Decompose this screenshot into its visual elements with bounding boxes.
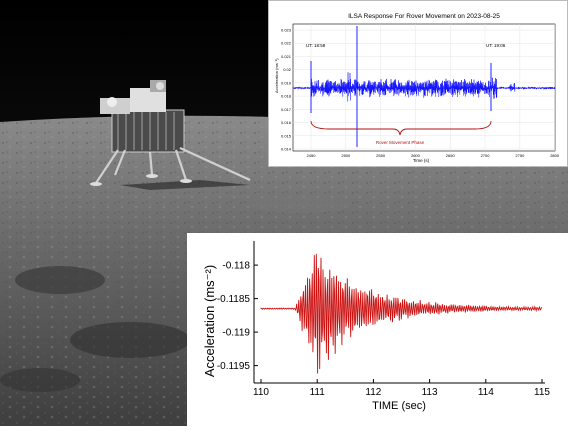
ilsa-y-tick-label: 0.014 bbox=[281, 147, 292, 152]
accel-y-axis-label: Acceleration (ms⁻²) bbox=[202, 265, 217, 377]
acceleration-chart: -0.118-0.1185-0.119-0.1195 110 111 112 113 1… bbox=[202, 241, 550, 412]
accel-x-tick-label: 115 bbox=[534, 387, 550, 398]
accel-x-axis-label: TIME (sec) bbox=[372, 400, 426, 412]
ilsa-x-axis-label: Time (s) bbox=[413, 158, 430, 163]
ilsa-y-axis-label: Acceleration (ms⁻²) bbox=[274, 58, 279, 93]
ilsa-y-tick-label: 0.016 bbox=[281, 120, 292, 125]
lander-illustration bbox=[90, 80, 251, 190]
accel-series-line bbox=[260, 253, 543, 374]
ilsa-y-ticks: 0.023 0.022 0.021 0.02 0.019 0.018 0.017 0.016 0… bbox=[281, 28, 292, 152]
ilsa-y-tick-label: 0.022 bbox=[281, 41, 292, 46]
ilsa-y-tick-label: 0.015 bbox=[281, 133, 292, 138]
ilsa-x-tick-label: 2450 bbox=[307, 153, 317, 158]
ilsa-grid bbox=[293, 24, 555, 151]
acceleration-chart-panel: -0.118 -0.1185 -0.119 -0.1195 110 111 112 113 1… bbox=[187, 233, 568, 426]
accel-x-ticks: 110 111 112 113 114 115 bbox=[253, 379, 550, 398]
ilsa-x-ticks: 2450 2500 2550 2600 2650 2700 2750 2800 bbox=[307, 153, 560, 158]
ilsa-rover-chart: ILSA Response For Rover Movement on 2023… bbox=[274, 13, 560, 163]
accel-x-tick-label: 114 bbox=[478, 387, 494, 398]
ilsa-chart-title: ILSA Response For Rover Movement on 2023… bbox=[348, 13, 500, 20]
ilsa-x-tick-label: 2600 bbox=[411, 153, 421, 158]
ilsa-x-tick-label: 2750 bbox=[515, 153, 525, 158]
accel-y-tick-label: -0.118 bbox=[222, 261, 250, 272]
accel-y-tick-label: -0.1195 bbox=[217, 361, 251, 372]
ilsa-x-tick-label: 2500 bbox=[341, 153, 351, 158]
accel-y-ticks: -0.118 -0.1185 -0.119 -0.1195 bbox=[217, 261, 258, 372]
ilsa-phase-label: Rover Movement Phase bbox=[376, 140, 425, 145]
ilsa-spike-line bbox=[310, 26, 492, 147]
ilsa-y-tick-label: 0.017 bbox=[281, 107, 292, 112]
ilsa-phase-brace bbox=[310, 120, 492, 136]
ilsa-x-tick-label: 2800 bbox=[550, 153, 560, 158]
ilsa-x-tick-label: 2700 bbox=[481, 153, 491, 158]
ilsa-y-tick-label: 0.02 bbox=[283, 67, 292, 72]
accel-x-tick-label: 111 bbox=[310, 387, 326, 398]
accel-x-tick-label: 110 bbox=[253, 387, 269, 398]
ilsa-annotation-left: UT: 18:58 bbox=[306, 43, 326, 48]
ilsa-series-line bbox=[292, 72, 556, 102]
ilsa-x-tick-label: 2650 bbox=[446, 153, 456, 158]
ilsa-y-tick-label: 0.018 bbox=[281, 94, 292, 99]
ilsa-x-tick-label: 2550 bbox=[376, 153, 386, 158]
ilsa-y-tick-label: 0.019 bbox=[281, 80, 292, 85]
accel-x-tick-label: 113 bbox=[422, 387, 438, 398]
ilsa-annotation-right: UT: 19:06 bbox=[486, 43, 506, 48]
accel-y-tick-label: -0.1185 bbox=[217, 294, 251, 305]
ilsa-rover-chart-panel: ILSA Response For Rover Movement on 2023… bbox=[268, 0, 568, 167]
accel-x-tick-label: 112 bbox=[365, 387, 381, 398]
ilsa-y-tick-label: 0.021 bbox=[281, 54, 292, 59]
ilsa-y-tick-label: 0.023 bbox=[281, 28, 292, 33]
accel-y-tick-label: -0.119 bbox=[222, 328, 250, 339]
